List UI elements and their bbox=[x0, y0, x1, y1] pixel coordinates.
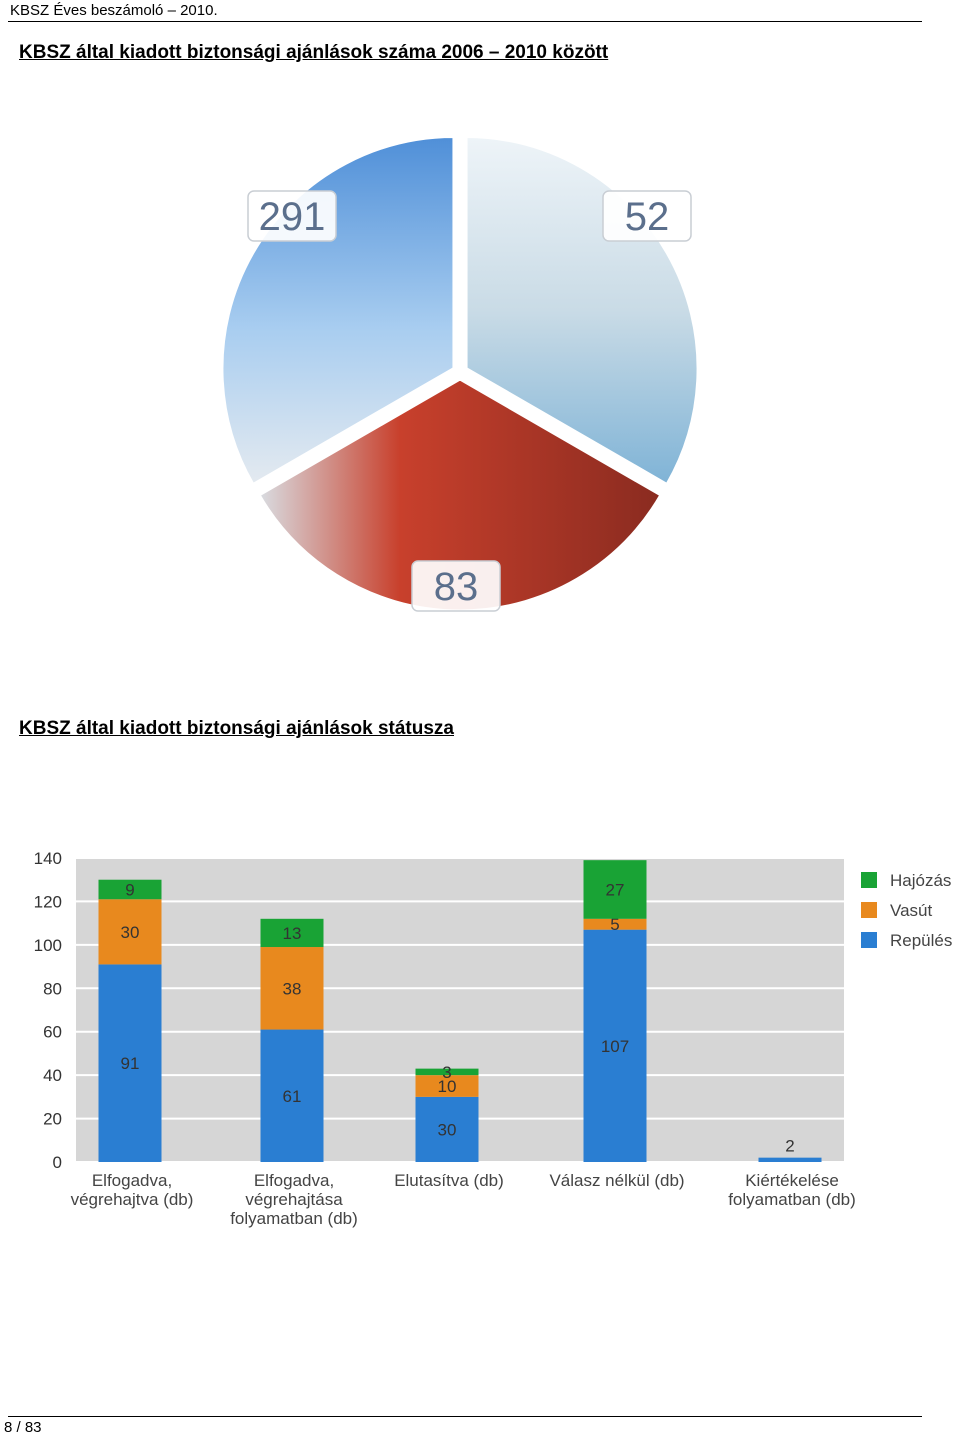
legend-label: Hajózás bbox=[890, 871, 951, 890]
pie-slice-ship-photo: 52 bbox=[464, 134, 700, 487]
pie-label-box bbox=[411, 560, 501, 612]
data-label: 10 bbox=[438, 1077, 457, 1096]
bar-segment-hajózás bbox=[260, 918, 324, 948]
pie-chart: 291 52 83 bbox=[220, 132, 700, 613]
pie-label-value: 52 bbox=[625, 195, 670, 239]
data-label: 3 bbox=[442, 1063, 451, 1082]
pie-label-box bbox=[247, 190, 337, 242]
legend: Hajózás Vasút Repülés bbox=[861, 871, 952, 950]
running-header: KBSZ Éves beszámoló – 2010. bbox=[10, 2, 218, 19]
y-tick-label: 120 bbox=[34, 892, 62, 911]
data-label: 30 bbox=[438, 1120, 457, 1139]
x-tick-label: folyamatban (db) bbox=[230, 1209, 358, 1228]
bar-segment-repülés bbox=[98, 964, 162, 1162]
y-tick-label: 0 bbox=[53, 1153, 62, 1172]
x-tick-label: Válasz nélkül (db) bbox=[549, 1171, 684, 1190]
pie-chart-svg: 291 52 83 bbox=[220, 134, 700, 613]
data-label: 107 bbox=[601, 1037, 629, 1056]
x-tick-label: Elutasítva (db) bbox=[394, 1171, 504, 1190]
data-label: 91 bbox=[121, 1054, 140, 1073]
bar-segment-repülés bbox=[583, 929, 647, 1162]
x-tick-label: végrehajtva (db) bbox=[71, 1190, 194, 1209]
bar-segment-vasút bbox=[98, 899, 162, 965]
data-label: 27 bbox=[606, 880, 625, 899]
x-tick-label: folyamatban (db) bbox=[728, 1190, 856, 1209]
legend-swatch bbox=[861, 902, 877, 918]
bar-segment-hajózás bbox=[415, 1068, 479, 1076]
pie-slice-airplane-photo: 291 bbox=[220, 134, 456, 487]
footer-rule bbox=[8, 1416, 922, 1417]
header-rule bbox=[8, 21, 922, 22]
y-tick-label: 60 bbox=[43, 1023, 62, 1042]
legend-label: Vasút bbox=[890, 901, 932, 920]
section-title-recommendation-count: KBSZ által kiadott biztonsági ajánlások … bbox=[19, 42, 609, 63]
x-tick-label: Elfogadva, bbox=[254, 1171, 334, 1190]
page-number: 8 / 83 bbox=[4, 1419, 42, 1436]
pie-label-value: 291 bbox=[259, 195, 326, 239]
y-tick-label: 80 bbox=[43, 979, 62, 998]
y-tick-label: 140 bbox=[34, 849, 62, 868]
legend-label: Repülés bbox=[890, 931, 952, 950]
bar-segment-repülés bbox=[415, 1096, 479, 1162]
bar-segment-hajózás bbox=[98, 879, 162, 900]
y-tick-label: 100 bbox=[34, 936, 62, 955]
bar-segment-repülés bbox=[758, 1157, 822, 1162]
pie-slice-locomotive-photo: 83 bbox=[257, 377, 663, 613]
x-tick-label: Elfogadva, bbox=[92, 1171, 172, 1190]
x-tick-label: Kiértékelése bbox=[745, 1171, 839, 1190]
bar-chart-svg: 02040608010012014091309Elfogadva,végreha… bbox=[34, 849, 953, 1228]
data-label: 13 bbox=[283, 924, 302, 943]
data-label: 9 bbox=[125, 880, 134, 899]
legend-swatch bbox=[861, 872, 877, 888]
bar-segment-vasút bbox=[583, 918, 647, 930]
bar-segment-repülés bbox=[260, 1029, 324, 1162]
x-tick-label: végrehajtása bbox=[245, 1190, 343, 1209]
data-label: 2 bbox=[785, 1137, 794, 1156]
data-label: 5 bbox=[610, 915, 619, 934]
bar-chart: 0 20 40 60 80 100 120 140 91 30 9 Elfogadva, végreha… bbox=[0, 836, 960, 1236]
bar-segment-hajózás bbox=[583, 860, 647, 919]
data-label: 30 bbox=[121, 923, 140, 942]
legend-swatch bbox=[861, 932, 877, 948]
y-tick-label: 40 bbox=[43, 1066, 62, 1085]
pie-label-box bbox=[602, 190, 692, 242]
bar-segment-vasút bbox=[415, 1075, 479, 1097]
pie-label-value: 83 bbox=[434, 565, 479, 609]
data-label: 61 bbox=[283, 1087, 302, 1106]
section-title-recommendation-status: KBSZ által kiadott biztonsági ajánlások … bbox=[19, 718, 454, 739]
y-tick-label: 20 bbox=[43, 1110, 62, 1129]
bar-segment-vasút bbox=[260, 947, 324, 1030]
data-label: 38 bbox=[283, 979, 302, 998]
